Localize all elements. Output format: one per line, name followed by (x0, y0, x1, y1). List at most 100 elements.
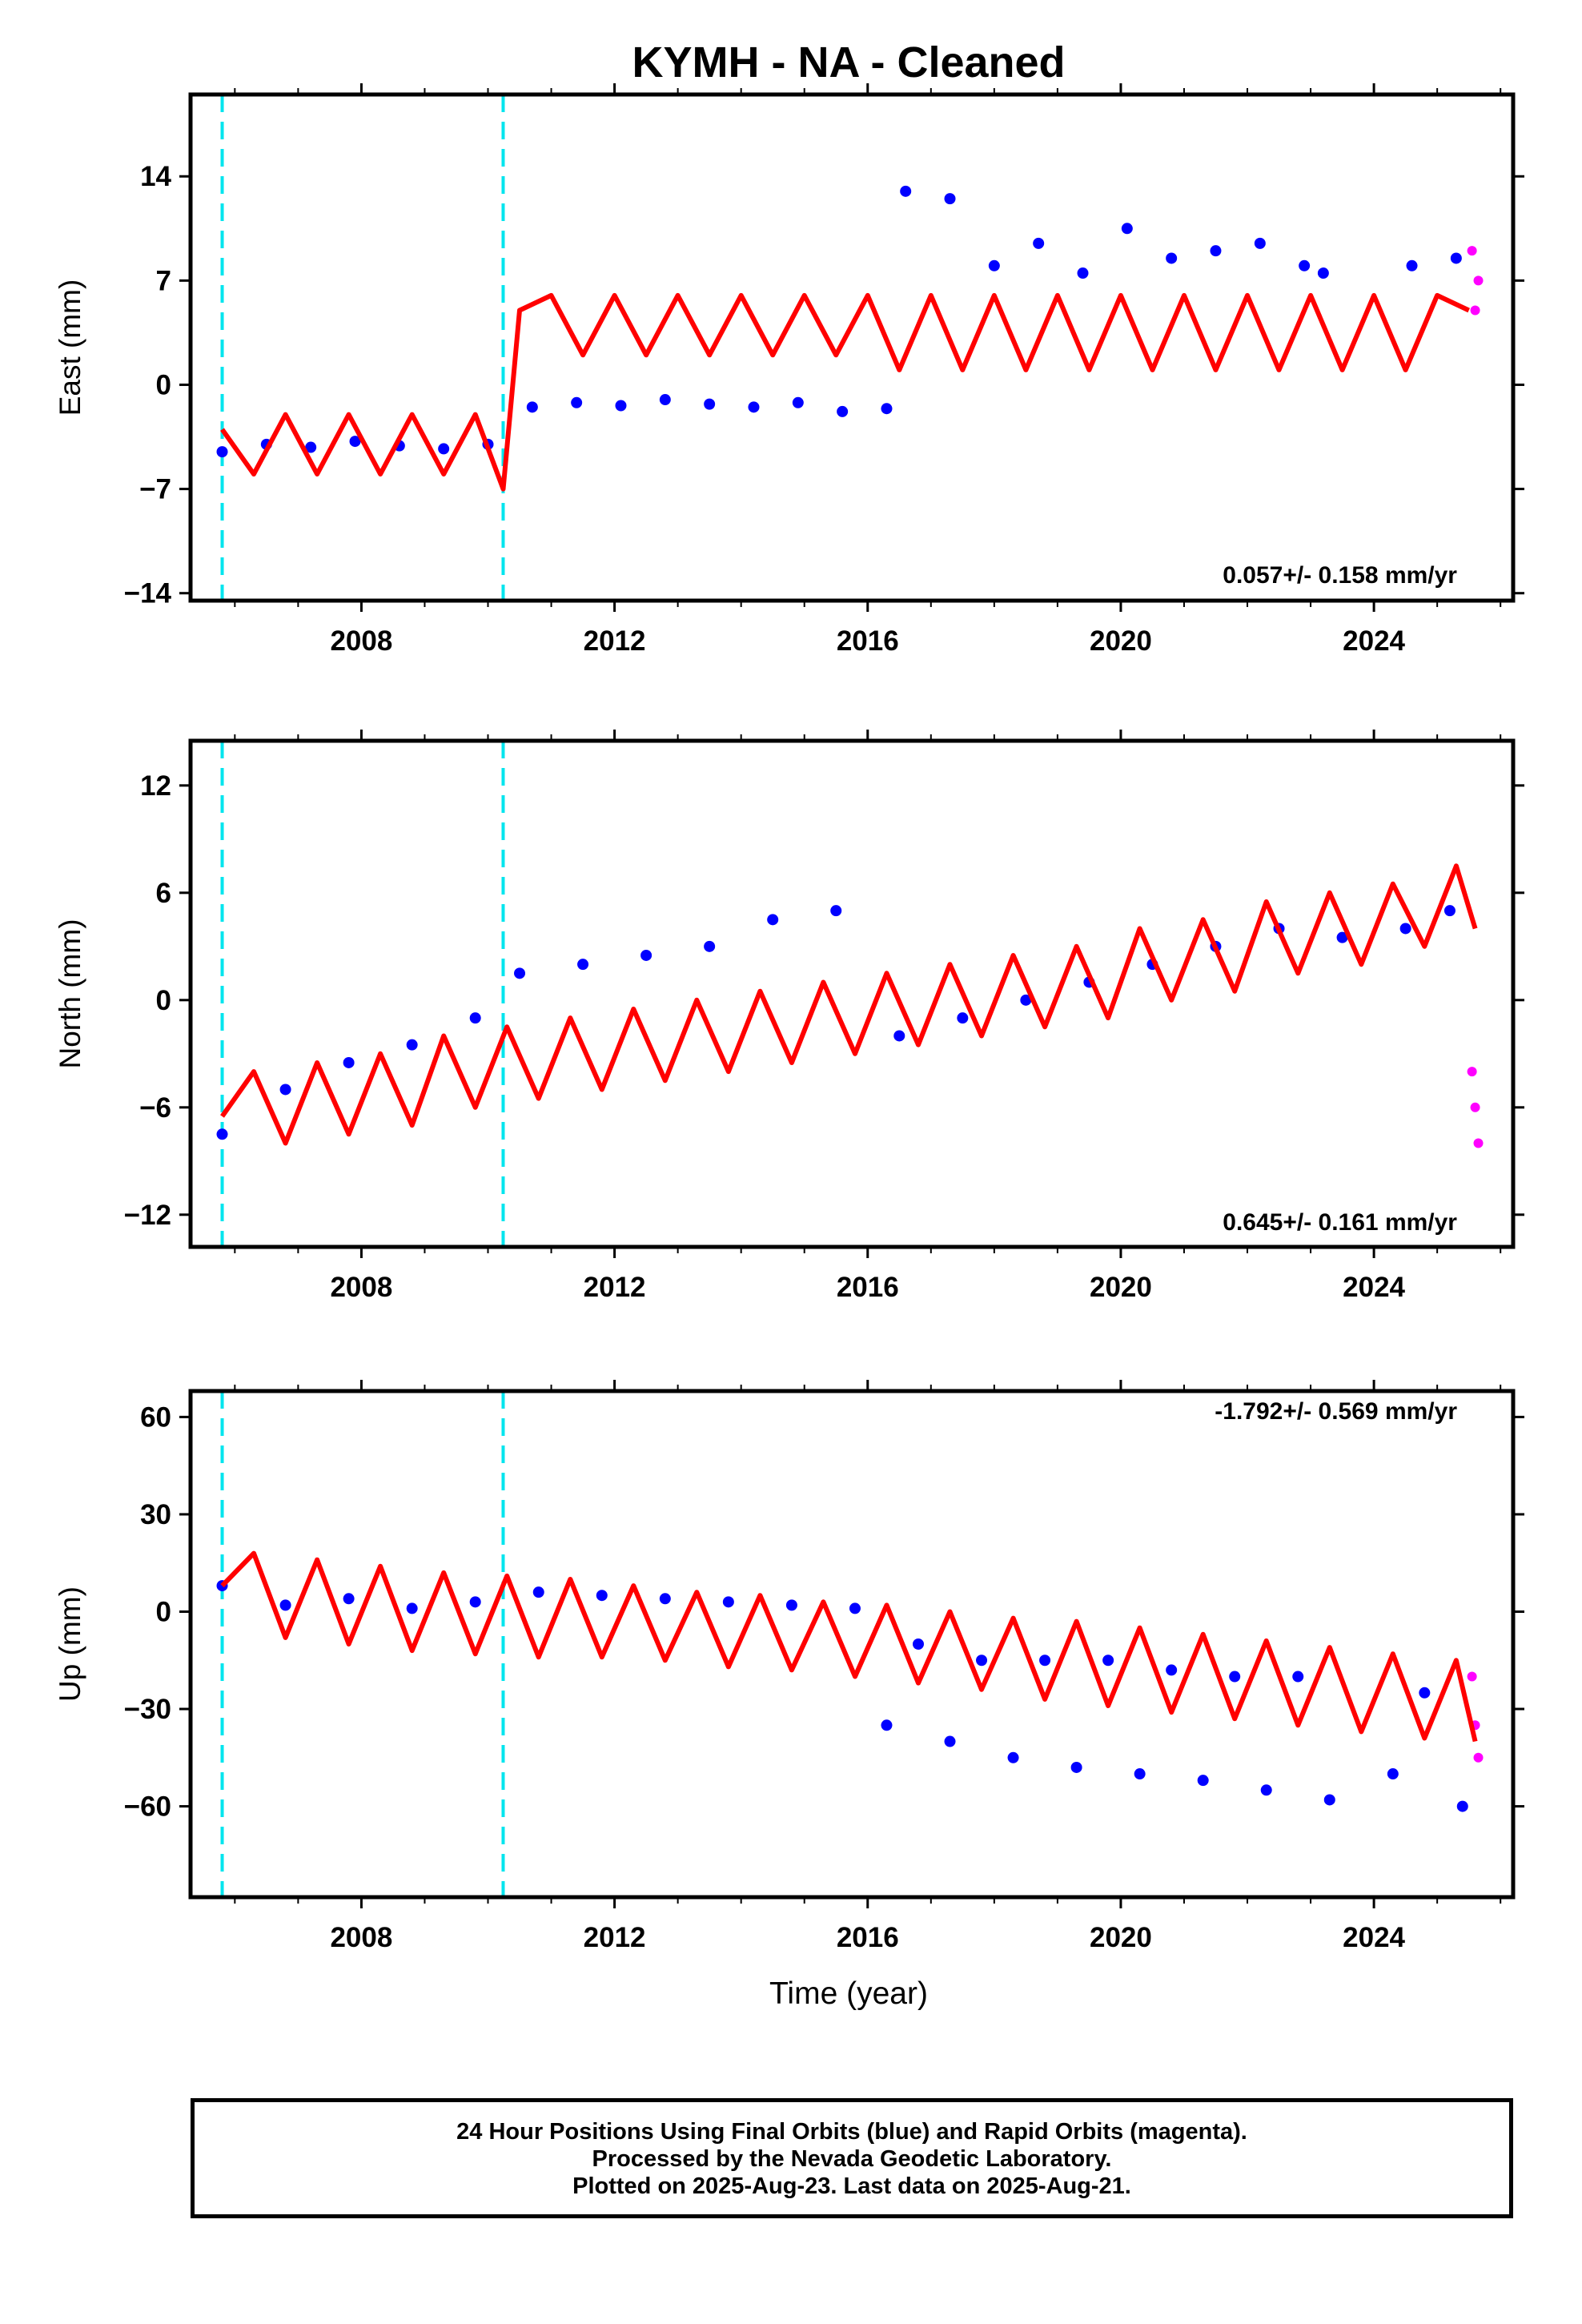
up-panel: 2008 2012 2016 2020 2024 60 30 0 −30 −60 Up (mm) -1… (54, 1380, 1524, 1953)
up-final-orbit-point (1197, 1775, 1209, 1787)
x-axis-label: Time (year) (769, 1976, 928, 2011)
east-rapid-orbit-point (1473, 275, 1484, 286)
up-final-orbit-point (785, 1599, 797, 1611)
east-model-line (220, 292, 1470, 492)
north-x-tick-label-2016: 2016 (837, 1272, 899, 1303)
north-rapid-orbit-point (1473, 1138, 1484, 1148)
north-rate-label: 0.645+/- 0.161 mm/yr (1223, 1209, 1457, 1236)
up-y-tick-label-60: 60 (140, 1401, 171, 1433)
north-y-tick-label-0: 0 (156, 985, 171, 1016)
east-x-tick-label-2024: 2024 (1343, 625, 1405, 657)
east-x-tick-label-2012: 2012 (584, 625, 646, 657)
east-y-tick-label-14: 14 (140, 161, 171, 192)
up-x-tick-label-2024: 2024 (1343, 1922, 1405, 1953)
footer-box: 24 Hour Positions Using Final Orbits (bl… (191, 2098, 1513, 2218)
north-y-axis-label: North (mm) (54, 919, 86, 1068)
north-final-orbit-point (514, 967, 526, 979)
north-final-orbit-point (704, 940, 716, 952)
up-final-orbit-point (1007, 1751, 1019, 1763)
north-rapid-orbit-point (1467, 1067, 1477, 1077)
east-final-orbit-point (438, 443, 450, 455)
north-y-tick-label-12: 12 (140, 770, 171, 802)
east-final-orbit-point (1317, 267, 1329, 279)
up-y-tick-label-30: 30 (140, 1499, 171, 1530)
up-y-axis-label: Up (mm) (54, 1586, 86, 1702)
east-final-orbit-point (837, 405, 849, 417)
north-panel: 2008 2012 2016 2020 2024 12 6 0 −6 −12 North (mm) 0… (54, 730, 1524, 1303)
east-x-tick-label-2020: 2020 (1090, 625, 1152, 657)
footer-line-3: Plotted on 2025-Aug-23. Last data on 202… (572, 2173, 1131, 2199)
up-final-orbit-point (1134, 1768, 1146, 1780)
up-x-tick-label-2020: 2020 (1090, 1922, 1152, 1953)
up-frame (188, 1389, 1516, 1900)
east-final-orbit-point (704, 398, 716, 410)
east-final-orbit-point (944, 193, 956, 205)
east-final-orbit-point (571, 396, 583, 408)
up-model-line (220, 1550, 1478, 1743)
north-final-orbit-point (279, 1084, 291, 1096)
north-x-tick-label-2012: 2012 (584, 1272, 646, 1303)
up-final-orbit-point (1260, 1784, 1272, 1796)
east-final-orbit-point (1299, 259, 1311, 271)
up-final-orbit-point (279, 1599, 291, 1611)
east-final-orbit-point (526, 401, 538, 413)
north-frame (188, 738, 1516, 1249)
east-final-orbit-point (305, 441, 317, 453)
up-x-tick-label-2012: 2012 (584, 1922, 646, 1953)
north-final-orbit-point (957, 1012, 969, 1024)
north-final-orbit-point (1399, 923, 1411, 935)
east-final-orbit-point (1210, 245, 1222, 257)
north-y-tick-label--6: −6 (139, 1092, 171, 1124)
north-y-tick-label-6: 6 (156, 878, 171, 909)
up-final-orbit-point (849, 1602, 861, 1614)
east-final-orbit-point (659, 394, 671, 406)
north-final-orbit-point (1020, 994, 1032, 1006)
up-y-tick-label--60: −60 (124, 1791, 171, 1823)
north-final-orbit-point (1443, 905, 1456, 917)
east-x-tick-label-2008: 2008 (330, 625, 392, 657)
up-final-orbit-point (596, 1590, 608, 1602)
north-rapid-orbit-point (1470, 1102, 1480, 1112)
east-final-orbit-point (349, 436, 361, 448)
east-rate-label: 0.057+/- 0.158 mm/yr (1223, 562, 1457, 589)
east-final-orbit-point (881, 403, 893, 415)
up-x-tick-label-2016: 2016 (837, 1922, 899, 1953)
east-plot-area (216, 94, 1484, 601)
east-x-tick-label-2016: 2016 (837, 625, 899, 657)
north-plot-area (216, 741, 1484, 1247)
north-final-orbit-point (469, 1012, 481, 1024)
east-final-orbit-point (900, 185, 912, 197)
up-final-orbit-point (1323, 1794, 1335, 1806)
up-final-orbit-point (944, 1735, 956, 1747)
footer-line-2: Processed by the Nevada Geodetic Laborat… (592, 2146, 1112, 2172)
east-final-orbit-point (216, 446, 228, 458)
up-final-orbit-point (1456, 1800, 1468, 1812)
up-final-orbit-point (1387, 1768, 1399, 1780)
up-y-tick-label-0: 0 (156, 1596, 171, 1627)
up-final-orbit-point (343, 1593, 355, 1605)
east-final-orbit-point (1166, 252, 1178, 264)
chart-title: KYMH - NA - Cleaned (632, 38, 1065, 86)
east-final-orbit-point (988, 259, 1000, 271)
panels: 2008 2012 2016 2020 2024 14 7 0 −7 −14 East (mm) 0.… (54, 83, 1524, 1953)
north-y-tick-label--12: −12 (124, 1200, 171, 1231)
east-final-orbit-point (1033, 237, 1045, 249)
up-final-orbit-point (532, 1586, 544, 1598)
up-final-orbit-point (881, 1719, 893, 1731)
east-final-orbit-point (792, 396, 804, 408)
north-final-orbit-point (343, 1056, 355, 1068)
east-y-tick-label-0: 0 (156, 369, 171, 400)
up-rate-label: -1.792+/- 0.569 mm/yr (1215, 1398, 1457, 1425)
up-x-tick-label-2008: 2008 (330, 1922, 392, 1953)
north-model-line (220, 863, 1478, 1146)
footer-line-1: 24 Hour Positions Using Final Orbits (bl… (456, 2119, 1247, 2145)
up-final-orbit-point (469, 1596, 481, 1608)
north-final-orbit-point (1336, 931, 1348, 943)
east-final-orbit-point (748, 401, 760, 413)
east-rapid-orbit-point (1470, 305, 1480, 316)
north-final-orbit-point (767, 914, 779, 926)
east-frame (188, 92, 1516, 603)
east-y-axis-label: East (mm) (54, 279, 86, 416)
east-final-orbit-point (1121, 223, 1133, 235)
